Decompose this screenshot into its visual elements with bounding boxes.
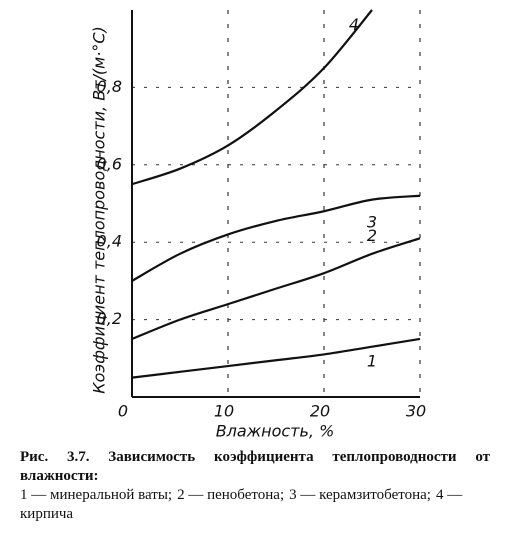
y-tick-label: 0,2: [97, 309, 122, 328]
line: [131, 9, 373, 186]
line: [131, 237, 421, 340]
x-tick-label: 10: [214, 402, 234, 421]
x-tick-label: 20: [310, 402, 330, 421]
series-label: 3: [367, 212, 377, 231]
caption-legend: 1 — минеральной ваты; 2 — пенобетона; 3 — …: [20, 486, 490, 524]
x-axis-label: Влажность, %: [216, 422, 335, 441]
legend-entry: 2 — пенобетона;: [177, 487, 285, 503]
caption: Рис. 3.7. Зависимость коэффициента тепло…: [20, 448, 490, 524]
series-label: 2: [367, 226, 377, 245]
x-tick-label: 30: [406, 402, 426, 421]
y-axis-label: Коэффициент теплопроводности, Вт/(м·°С): [90, 26, 109, 393]
y-tick-label: 0,4: [97, 232, 122, 251]
legend-entry: 1 — минеральной ваты;: [20, 487, 173, 503]
chart: Коэффициент теплопроводности, Вт/(м·°С) …: [90, 9, 426, 441]
caption-title: Рис. 3.7. Зависимость коэффициента тепло…: [20, 449, 490, 484]
line: [131, 194, 421, 282]
line: [131, 337, 421, 379]
x-tick-label: 0: [118, 402, 128, 421]
legend-entry: 3 — керамзитобетона;: [289, 487, 431, 503]
series-label: 1: [367, 352, 377, 371]
y-tick-label: 0,6: [97, 154, 122, 173]
series-label: 4: [349, 15, 359, 34]
legend-entry: 4 — кирпича: [20, 487, 463, 522]
y-tick-label: 0,8: [97, 77, 122, 96]
